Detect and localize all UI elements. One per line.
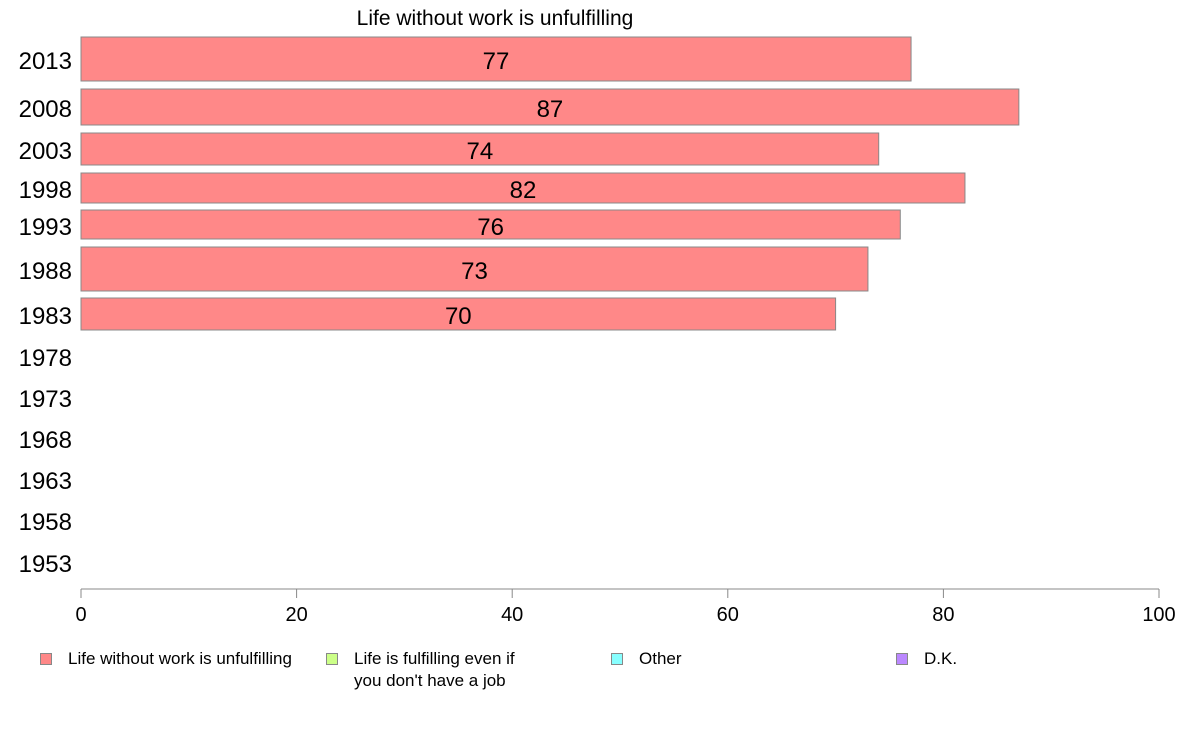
bar-value-label: 77: [483, 48, 510, 75]
legend-swatch: [896, 653, 908, 665]
legend-label: Other: [639, 649, 682, 668]
y-tick-label: 1963: [19, 468, 72, 495]
bar-value-label: 82: [510, 177, 537, 204]
legend: Life without work is unfulfilling Life i…: [0, 640, 1188, 690]
bar: [80, 132, 880, 166]
x-tick-label: 40: [501, 604, 523, 626]
y-tick-label: 1993: [19, 214, 72, 241]
bar-value-label: 73: [461, 258, 488, 285]
y-tick-label: 1988: [19, 258, 72, 285]
y-tick-label: 1973: [19, 386, 72, 413]
legend-item-dk: D.K.: [896, 640, 957, 670]
bar: [80, 36, 912, 82]
x-tick-label: 0: [75, 604, 86, 626]
bar-value-label: 76: [477, 214, 504, 241]
y-tick-label: 1978: [19, 345, 72, 372]
bar: [80, 88, 1020, 126]
y-tick-label: 1968: [19, 427, 72, 454]
y-tick-label: 2008: [19, 96, 72, 123]
bar: [80, 172, 966, 204]
x-tick-label: 20: [285, 604, 307, 626]
legend-swatch: [326, 653, 338, 665]
legend-item-other: Other: [611, 640, 682, 670]
y-tick-label: 1953: [19, 551, 72, 578]
legend-item-unfulfilling: Life without work is unfulfilling: [40, 640, 292, 670]
legend-swatch: [40, 653, 52, 665]
y-tick-label: 1958: [19, 509, 72, 536]
y-tick-label: 2003: [19, 138, 72, 165]
legend-label: Life without work is unfulfilling: [68, 649, 292, 668]
y-tick-label: 1998: [19, 177, 72, 204]
legend-swatch: [611, 653, 623, 665]
legend-label: D.K.: [924, 649, 958, 668]
x-axis: 0 20 40 60 80 100: [75, 588, 1176, 626]
bar: [80, 246, 869, 292]
bar-value-label: 70: [445, 303, 472, 330]
bar-value-label: 74: [467, 138, 494, 165]
y-tick-labels: 2013 2008 2003 1998 1993 1988 1983 1978 1973 1968…: [19, 48, 72, 578]
x-tick-label: 100: [1142, 604, 1175, 626]
legend-label: Life is fulfilling even if you don't hav…: [354, 649, 515, 690]
y-tick-label: 2013: [19, 48, 72, 75]
bar-value-label: 87: [537, 96, 564, 123]
x-tick-label: 80: [932, 604, 954, 626]
chart-title: Life without work is unfulfilling: [357, 7, 634, 30]
bar: [80, 297, 837, 331]
x-tick-label: 60: [717, 604, 739, 626]
y-tick-label: 1983: [19, 303, 72, 330]
bar-chart: Life without work is unfulfilling 77 87 74…: [19, 7, 1176, 626]
bar: [80, 209, 901, 240]
legend-item-fulfilling: Life is fulfilling even if you don't hav…: [326, 640, 515, 692]
